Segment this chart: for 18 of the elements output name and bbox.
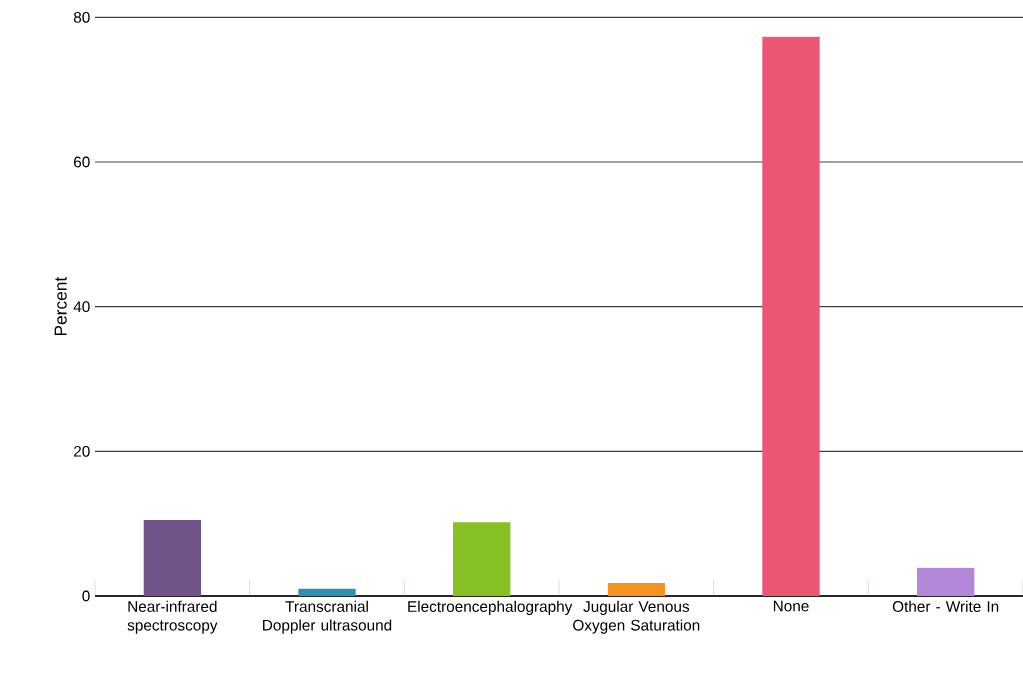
bar bbox=[917, 567, 975, 596]
bar bbox=[298, 588, 356, 596]
x-tick-label: Other - Write In bbox=[892, 600, 999, 612]
x-tick-label: Jugular Venous Oxygen Saturation bbox=[573, 600, 700, 634]
y-tick-label: 0 bbox=[82, 590, 90, 602]
bar bbox=[453, 522, 511, 596]
bar bbox=[143, 520, 201, 596]
x-tick-label: Near-infrared spectroscopy bbox=[127, 600, 218, 634]
y-tick-label: 20 bbox=[74, 445, 90, 457]
x-tick-label: Transcranial Doppler ultrasound bbox=[263, 600, 392, 634]
y-axis-title: Percent bbox=[54, 276, 67, 336]
y-tick-label: 40 bbox=[73, 301, 90, 313]
bar bbox=[762, 36, 820, 596]
x-tick-label: Electroencephalography bbox=[408, 600, 573, 615]
x-tick-label: None bbox=[773, 600, 809, 612]
bar bbox=[607, 582, 666, 596]
y-tick-label: 60 bbox=[74, 156, 90, 168]
y-tick-label: 80 bbox=[73, 11, 90, 23]
